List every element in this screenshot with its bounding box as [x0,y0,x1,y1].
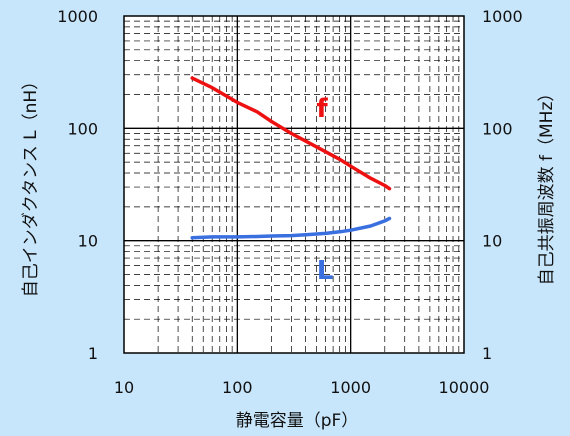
y-right-tick-label: 1000 [482,7,523,26]
y-left-tick-label: 1 [88,344,98,363]
y-left-tick-label: 100 [67,119,98,138]
series-label-f: f [316,94,328,124]
y-left-tick-label: 1000 [57,7,98,26]
y-left-tick-label: 10 [78,232,98,251]
y-axis-right-label: 自己共振周波数 f（MHz） [537,85,557,286]
x-tick-label: 1000 [330,378,371,397]
series-line-L [190,216,392,240]
y-right-tick-label: 1 [482,344,492,363]
grid-lines [124,16,464,353]
plot-background [124,16,464,353]
x-axis-label: 静電容量（pF） [236,411,359,431]
y-axis-left-label: 自己インダクタンス L（nH） [21,73,41,297]
x-tick-label: 10000 [439,378,490,397]
plot-frame [123,15,465,354]
series-label-L: L [317,256,334,286]
y-right-tick-label: 100 [482,119,513,138]
x-tick-label: 100 [222,378,253,397]
tick-labels: 10 100 1000 10000 1 10 100 1000 1 10 100 1000 [57,7,522,397]
series-line-f [190,76,392,191]
x-tick-label: 10 [114,378,134,397]
series-layer: fL [190,76,392,286]
y-right-tick-label: 10 [482,232,502,251]
